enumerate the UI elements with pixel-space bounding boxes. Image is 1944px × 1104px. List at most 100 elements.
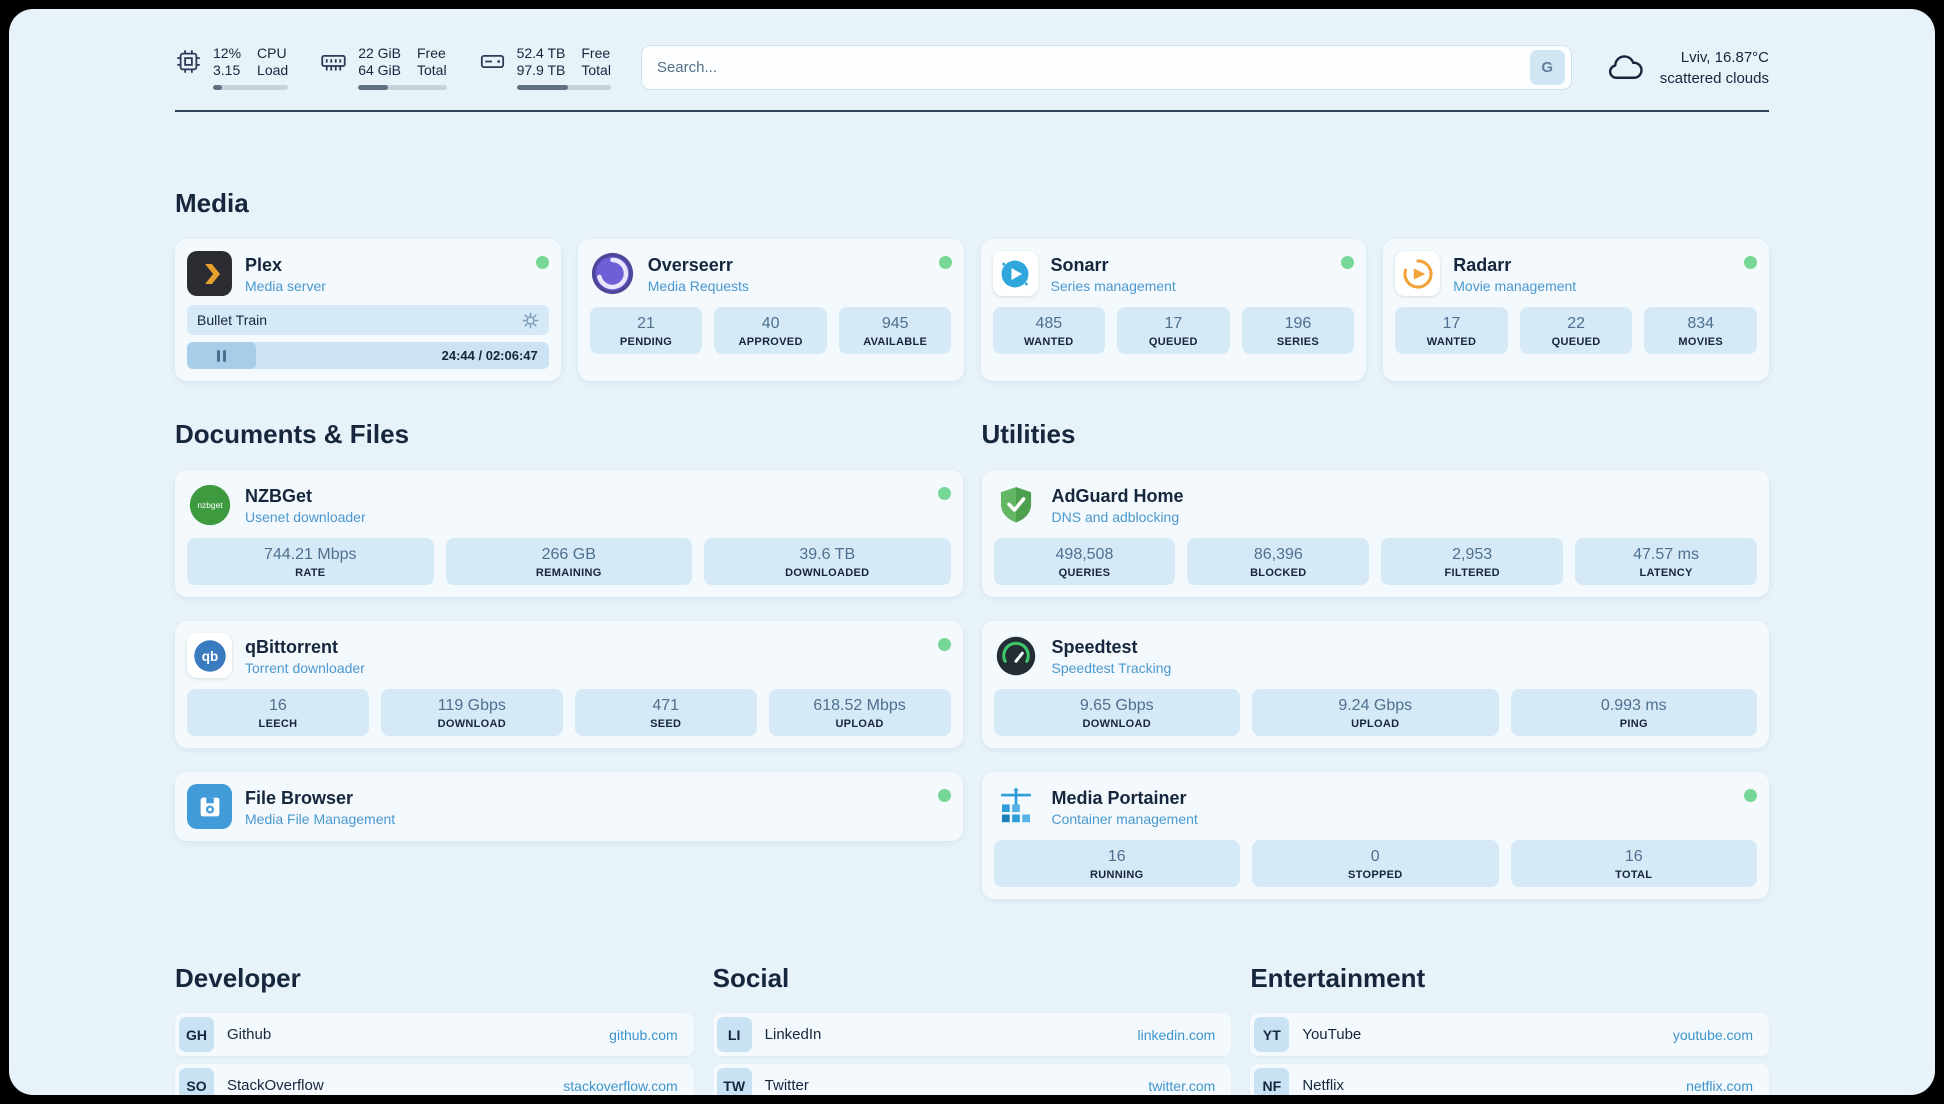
entertainment-section-title: Entertainment (1250, 963, 1426, 993)
stat-tile: 9.65 Gbps DOWNLOAD (993, 689, 1240, 736)
stat-value: 2,953 (1452, 546, 1493, 563)
app-title: File Browser (245, 787, 354, 808)
stat-tile: 0 STOPPED (1252, 840, 1499, 887)
app-card-qbittorrent[interactable]: qb qBittorrent Torrent downloader 16 LEE… (175, 621, 963, 748)
bookmark-linkedin[interactable]: LI LinkedIn linkedin.com (712, 1013, 1232, 1056)
svg-text:qb: qb (201, 648, 218, 663)
disk-total-value: 97.9 TB (516, 62, 566, 78)
stat-value: 834 (1687, 315, 1715, 332)
stat-label: TOTAL (1615, 869, 1653, 881)
bookmark-url[interactable]: youtube.com (1672, 1026, 1753, 1043)
stat-label: QUERIES (1058, 567, 1111, 579)
app-title: AdGuard Home (1051, 485, 1184, 506)
app-card-portainer[interactable]: Media Portainer Container management 16 … (981, 772, 1769, 899)
filebrowser-icon (187, 784, 232, 829)
ram-free-label: Free (417, 45, 446, 61)
stat-label: DOWNLOAD (1082, 718, 1151, 730)
stat-value: 744.21 Mbps (263, 546, 357, 563)
stat-label: UPLOAD (835, 718, 884, 730)
disk-free-label: Free (581, 45, 611, 61)
app-card-speedtest[interactable]: Speedtest Speedtest Tracking 9.65 Gbps D… (981, 621, 1769, 748)
ram-meter (358, 85, 447, 90)
app-card-nzbget[interactable]: nzbget NZBGet Usenet downloader 744.21 M… (175, 470, 963, 597)
app-title: NZBGet (245, 485, 312, 506)
bookmark-url[interactable]: stackoverflow.com (563, 1077, 678, 1094)
bookmark-url[interactable]: twitter.com (1148, 1077, 1216, 1094)
bookmark-netflix[interactable]: NF Netflix netflix.com (1250, 1064, 1769, 1095)
app-card-adguard[interactable]: AdGuard Home DNS and adblocking 498,508 … (981, 470, 1769, 597)
stat-label: STOPPED (1348, 869, 1403, 881)
cpu-meter-fill (213, 85, 223, 90)
bookmark-url[interactable]: linkedin.com (1137, 1026, 1216, 1043)
ram-total-label: Total (417, 62, 447, 78)
search-engine-button[interactable]: G (1529, 50, 1565, 85)
stat-value: 22 (1567, 315, 1586, 332)
app-subtitle: Usenet downloader (245, 508, 366, 525)
stat-label: APPROVED (738, 336, 803, 348)
app-subtitle: Speedtest Tracking (1051, 659, 1172, 676)
app-card-filebrowser[interactable]: File Browser Media File Management (175, 772, 963, 841)
stat-tile: 16 LEECH (187, 689, 369, 736)
playback-progress-bar[interactable]: 24:44 / 02:06:47 (187, 342, 549, 369)
app-card-sonarr[interactable]: Sonarr Series management 485 WANTED 17 Q… (980, 239, 1367, 381)
ram-stat-widget: 22 GiB Free 64 GiB Total (320, 45, 447, 90)
app-card-plex[interactable]: Plex Media server Bullet Train 24:44 / 0 (175, 239, 561, 381)
stat-value: 0 (1370, 848, 1380, 865)
bookmark-stackoverflow[interactable]: SO StackOverflow stackoverflow.com (175, 1064, 694, 1095)
documents-section: Documents & Files nzbget NZBGet Usenet d… (175, 419, 963, 899)
netflix-icon: NF (1254, 1068, 1290, 1095)
bookmarks-area: Developer GH Github github.com SO StackO… (175, 963, 1769, 1095)
status-dot (938, 256, 952, 269)
stat-label: AVAILABLE (863, 336, 928, 348)
stat-label: FILTERED (1444, 567, 1500, 579)
app-card-overseerr[interactable]: Overseerr Media Requests 21 PENDING 40 A… (577, 239, 964, 381)
ram-icon (320, 48, 347, 75)
stat-value: 17 (1442, 315, 1461, 332)
app-title: Radarr (1453, 254, 1512, 275)
status-dot (1744, 789, 1757, 802)
status-dot (937, 487, 951, 500)
cpu-load-label: Load (257, 62, 289, 78)
app-subtitle: Container management (1051, 810, 1198, 827)
qbittorrent-icon: qb (187, 633, 232, 678)
bookmark-name: Github (227, 1026, 272, 1043)
overseerr-icon (590, 251, 635, 296)
gear-icon[interactable] (522, 312, 539, 329)
stat-label: RUNNING (1090, 869, 1144, 881)
stat-tile: 945 AVAILABLE (838, 307, 952, 354)
bookmark-url[interactable]: github.com (609, 1026, 678, 1043)
pause-icon[interactable] (216, 349, 220, 362)
media-section-title: Media (175, 188, 249, 218)
weather-location-temp: Lviv, 16.87°C (1680, 48, 1769, 66)
cpu-usage-label: CPU (257, 45, 287, 61)
stat-tile: 196 SERIES (1241, 307, 1355, 354)
app-title: Plex (245, 254, 283, 275)
stat-tile: 744.21 Mbps RATE (187, 538, 434, 585)
stat-value: 39.6 TB (799, 546, 856, 563)
stat-tile: 21 PENDING (589, 307, 703, 354)
disk-total-label: Total (581, 62, 611, 78)
adguard-shield-icon (994, 482, 1039, 527)
stat-tile: 17 WANTED (1395, 307, 1508, 354)
bookmark-twitter[interactable]: TW Twitter twitter.com (712, 1064, 1232, 1095)
status-dot (937, 638, 951, 651)
stat-tile: 471 SEED (574, 689, 757, 736)
cpu-stat-widget: 12% CPU 3.15 Load (175, 45, 289, 90)
stat-label: PENDING (619, 336, 673, 348)
bookmark-url[interactable]: netflix.com (1686, 1077, 1753, 1094)
bookmark-github[interactable]: GH Github github.com (175, 1013, 694, 1056)
bookmark-youtube[interactable]: YT YouTube youtube.com (1250, 1013, 1769, 1056)
stat-value: 0.993 ms (1600, 697, 1667, 714)
search-input[interactable] (656, 59, 1530, 76)
status-dot (535, 256, 549, 269)
stat-tile: 40 APPROVED (714, 307, 827, 354)
entertainment-bookmarks: Entertainment YT YouTube youtube.com NF … (1250, 963, 1769, 1095)
app-title: Overseerr (647, 254, 733, 275)
ram-meter-fill (358, 85, 389, 90)
app-card-radarr[interactable]: Radarr Movie management 17 WANTED 22 QUE… (1383, 239, 1769, 381)
weather-widget: Lviv, 16.87°C scattered clouds (1602, 47, 1769, 89)
svg-text:nzbget: nzbget (197, 499, 223, 509)
stat-tile: 0.993 ms PING (1510, 689, 1757, 736)
stat-value: 16 (1624, 848, 1643, 865)
app-title: Media Portainer (1051, 787, 1187, 808)
